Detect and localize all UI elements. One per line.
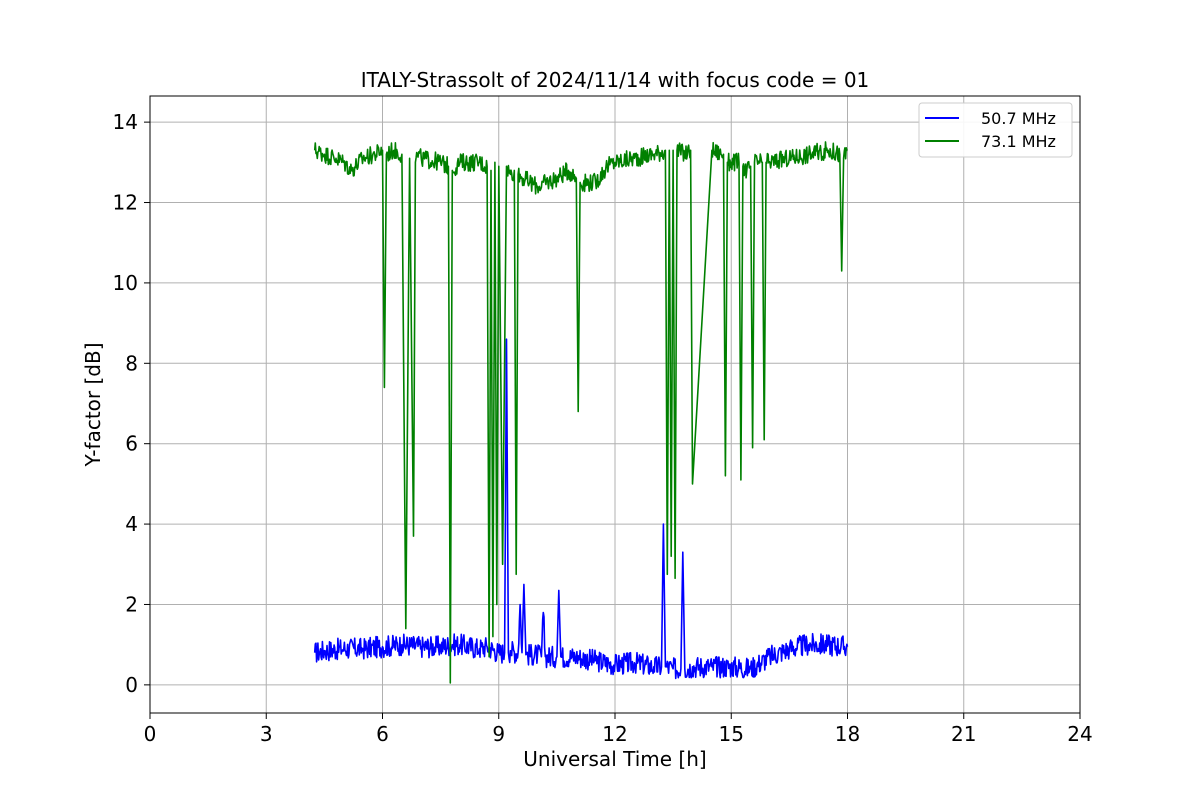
- x-tick-label: 15: [719, 722, 744, 746]
- legend-box: [918, 102, 1073, 158]
- x-axis-label: Universal Time [h]: [523, 747, 706, 771]
- y-tick-label: 4: [125, 512, 138, 536]
- y-axis-label: Y-factor [dB]: [81, 342, 105, 467]
- series-layer: [313, 141, 849, 684]
- chart-title: ITALY-Strassolt of 2024/11/14 with focus…: [361, 68, 870, 92]
- series-line-1: [313, 338, 849, 680]
- x-tick-label: 21: [951, 722, 976, 746]
- y-tick-label: 12: [113, 191, 138, 215]
- y-tick-label: 8: [125, 351, 138, 375]
- x-tick-label: 3: [260, 722, 273, 746]
- legend-label-2: 73.1 MHz: [981, 132, 1056, 151]
- y-tick-label: 10: [113, 271, 138, 295]
- x-tick-label: 0: [144, 722, 157, 746]
- x-tick-label: 6: [376, 722, 389, 746]
- x-tick-label: 18: [835, 722, 860, 746]
- legend: 50.7 MHz 73.1 MHz: [918, 102, 1073, 158]
- y-tick-label: 14: [113, 110, 138, 134]
- y-tick-label: 6: [125, 432, 138, 456]
- legend-label-1: 50.7 MHz: [981, 109, 1056, 128]
- grid: [149, 96, 1081, 713]
- y-tick-label: 2: [125, 592, 138, 616]
- x-tick-label: 12: [602, 722, 627, 746]
- x-tick-label: 9: [492, 722, 505, 746]
- x-tick-label: 24: [1067, 722, 1092, 746]
- series-line-2: [313, 141, 848, 684]
- y-tick-label: 0: [125, 673, 138, 697]
